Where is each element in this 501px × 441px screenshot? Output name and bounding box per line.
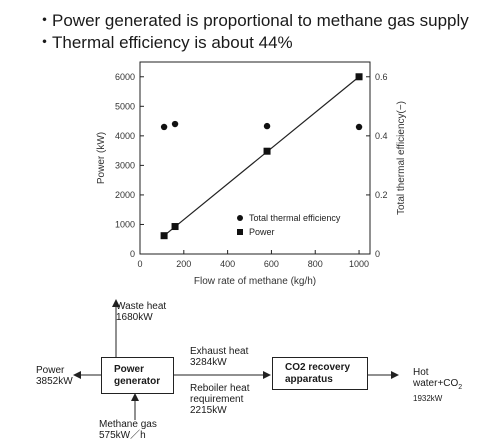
y-tick-label: 1000 (115, 219, 135, 229)
efficiency-point (160, 123, 168, 131)
y-tick-label: 4000 (115, 131, 135, 141)
x-tick-label: 200 (176, 259, 191, 269)
y2-tick-label: 0.4 (375, 131, 388, 141)
y-tick-label: 6000 (115, 72, 135, 82)
x-axis-label: Flow rate of methane (kg/h) (194, 276, 316, 287)
legend-label: Total thermal efficiency (249, 213, 341, 223)
bullet-item: ・Thermal efficiency is about 44% (36, 33, 293, 52)
bullet-list: ・Power generated is proportional to meth… (36, 10, 469, 54)
y-axis-label: Power (kW) (96, 132, 107, 184)
efficiency-point (263, 122, 271, 130)
y2-tick-label: 0.6 (375, 72, 388, 82)
fit-line (163, 76, 360, 237)
y-tick-label: 0 (130, 249, 135, 259)
plot-frame (139, 61, 371, 255)
x-tick-label: 400 (220, 259, 235, 269)
y-tick-label: 2000 (115, 190, 135, 200)
efficiency-point (355, 123, 363, 131)
y2-tick-label: 0.2 (375, 190, 388, 200)
legend-label: Power (249, 227, 275, 237)
efficiency-power-chart: 0 200 400 600 800 1000 0 1000 2000 3000 4000 5000 60… (96, 61, 407, 287)
x-tick-label: 1000 (349, 259, 369, 269)
power-generator-box: Power generator (101, 357, 174, 394)
power-point (263, 147, 271, 155)
waste-heat-label: Waste heat 1680kW (116, 301, 167, 323)
power-point (171, 223, 179, 231)
y2-axis-label: Total thermal efficiency(−) (396, 101, 407, 215)
y-tick-label: 3000 (115, 160, 135, 170)
power-point (355, 73, 363, 81)
y2-tick-label: 0 (375, 249, 380, 259)
y-tick-label: 5000 (115, 101, 135, 111)
legend-marker-efficiency (237, 215, 243, 221)
co2-recovery-box: CO2 recovery apparatus (272, 357, 368, 390)
hot-water-label: Hot water+CO2 1932kW (413, 367, 463, 403)
x-tick-label: 800 (308, 259, 323, 269)
power-output-label: Power 3852kW (36, 365, 73, 387)
reboiler-heat-label: Reboiler heat requirement 2215kW (190, 383, 250, 416)
exhaust-heat-label: Exhaust heat 3284kW (190, 346, 249, 368)
x-tick-label: 0 (137, 259, 142, 269)
efficiency-point (171, 120, 179, 128)
bullet-item: ・Power generated is proportional to meth… (36, 11, 469, 30)
x-tick-label: 600 (264, 259, 279, 269)
methane-gas-label: Methane gas 575kW／h (99, 419, 157, 441)
legend-marker-power (237, 229, 243, 235)
power-point (160, 232, 168, 240)
